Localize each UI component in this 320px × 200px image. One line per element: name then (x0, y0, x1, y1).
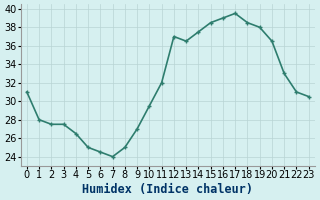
X-axis label: Humidex (Indice chaleur): Humidex (Indice chaleur) (82, 183, 253, 196)
